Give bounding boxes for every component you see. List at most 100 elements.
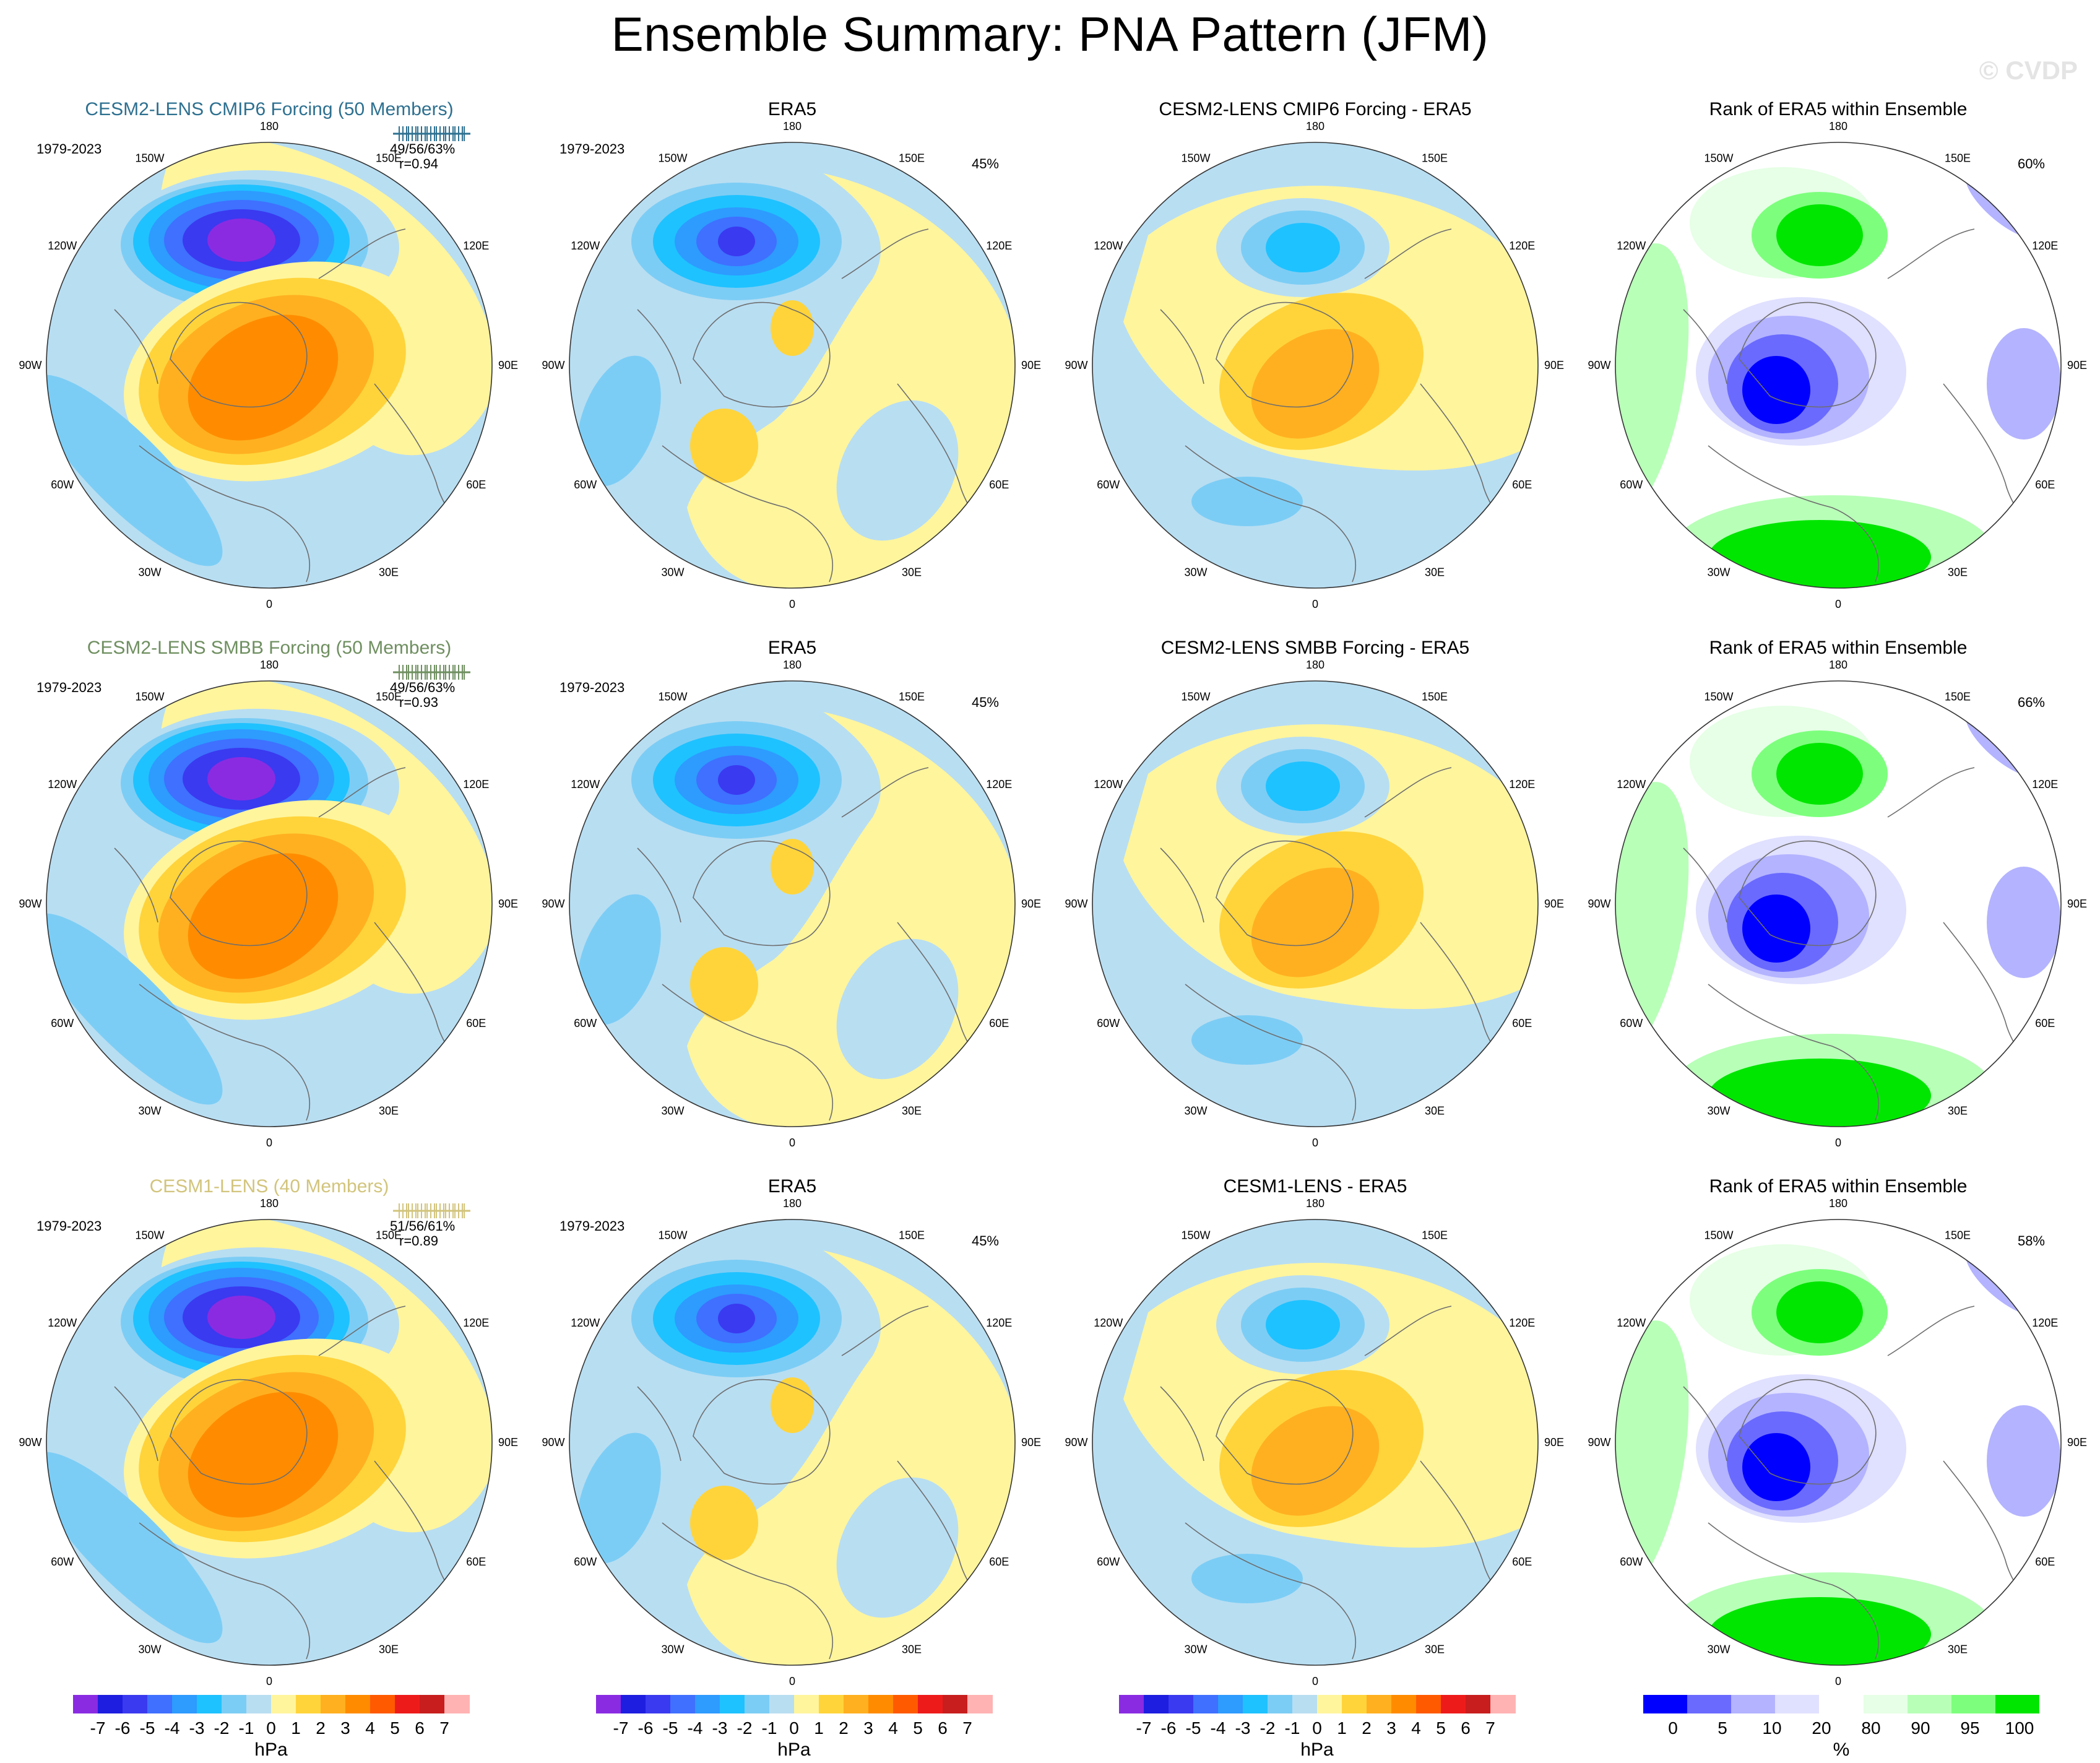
polar-map: 180 150E 120E 90E 60E 30E 0 30W 60W 90W 120W 150W (542, 659, 1041, 1149)
coastline (637, 1386, 681, 1462)
colorbar-swatch (1863, 1695, 1908, 1713)
coastline (114, 1386, 158, 1462)
lon-label: 60E (2035, 1556, 2055, 1568)
colorbar-swatch (444, 1695, 470, 1713)
lon-label: 90W (1588, 898, 1610, 910)
lon-label: 90E (498, 898, 518, 910)
lon-label: 0 (266, 1675, 272, 1687)
panel-title: Rank of ERA5 within Ensemble (1709, 99, 1968, 119)
coastline (139, 445, 310, 583)
high-mid (690, 409, 758, 483)
map-border (1615, 680, 2062, 1127)
high-4 (188, 853, 339, 979)
high-mid (690, 1486, 758, 1560)
lon-label: 90W (1588, 1436, 1610, 1449)
colorbar-swatch (1169, 1695, 1194, 1713)
lon-label: 30E (902, 1643, 922, 1655)
high-small (771, 1377, 814, 1433)
colorbar-swatch (646, 1695, 671, 1713)
lon-label: 150E (376, 691, 402, 703)
coastline (662, 445, 833, 583)
colorbar-swatch (1317, 1695, 1342, 1713)
percent-label: 66% (2017, 695, 2045, 710)
coastline (1739, 840, 1877, 946)
lon-label: 60E (466, 479, 486, 491)
percent-label: 60% (2017, 156, 2045, 171)
colorbar-tick: 3 (340, 1718, 350, 1738)
colorbar-swatch (1490, 1695, 1516, 1713)
panel-obs-row1: ERA5 1979-2023 45% 180 150E 120E 90E 60E 30E 0 30W… (542, 99, 1041, 638)
zone-east (1987, 328, 2061, 440)
lon-label: 120E (463, 240, 489, 252)
colorbar-tick: 6 (938, 1718, 948, 1738)
zone-south-2 (1708, 520, 1931, 588)
coastline (114, 847, 158, 923)
colorbar-tick: 90 (1911, 1718, 1930, 1738)
lon-label: 60W (51, 1017, 74, 1029)
high-2 (1251, 1406, 1380, 1516)
coastline (1739, 1379, 1877, 1485)
panel-title: CESM2-LENS CMIP6 Forcing - ERA5 (1159, 99, 1472, 119)
coastline (139, 984, 310, 1121)
colorbar-tick: 6 (1461, 1718, 1471, 1738)
lon-label: 180 (1306, 1197, 1324, 1210)
colorbar-tick: -4 (687, 1718, 703, 1738)
lon-label: 150E (376, 152, 402, 165)
colorbar-swatch (321, 1695, 346, 1713)
low-east (836, 400, 959, 541)
colorbar-tick: 5 (1718, 1718, 1727, 1738)
lon-label: 150E (1422, 152, 1448, 165)
lon-label: 120E (463, 1317, 489, 1329)
colorbar-swatch (271, 1695, 296, 1713)
years-label: 1979-2023 (560, 141, 625, 157)
panel-title: ERA5 (767, 1176, 817, 1197)
band-west (1615, 243, 1689, 524)
lon-label: 0 (1312, 1137, 1318, 1149)
lon-label: 0 (1312, 598, 1318, 610)
lon-label: 90E (2067, 359, 2087, 371)
colorbar-swatch (819, 1695, 844, 1713)
panel-diff-row3: CESM1-LENS - ERA5 180 150E 120E 90E 60E 30E 0 30… (1065, 1176, 1564, 1715)
lon-label: 120W (1094, 778, 1123, 791)
colorbar-swatch (1951, 1695, 1996, 1713)
lon-label: 30E (379, 1643, 399, 1655)
lon-label: 150E (376, 1229, 402, 1242)
lon-label: 30W (138, 1643, 161, 1655)
colorbar-tick: 5 (1436, 1718, 1446, 1738)
high-small (771, 839, 814, 894)
colorbar-unit: hPa (1300, 1739, 1334, 1760)
low-east (836, 938, 959, 1080)
coastline (693, 840, 831, 946)
coastline (1887, 1306, 1975, 1356)
colorbar-tick: -5 (1185, 1718, 1201, 1738)
lon-label: 180 (260, 659, 279, 671)
member-tick-strip (393, 126, 470, 141)
lon-label: 90E (1021, 898, 1041, 910)
coastline (693, 1379, 831, 1485)
lon-label: 0 (266, 1137, 272, 1149)
lon-label: 30E (902, 1104, 922, 1117)
lon-label: 60W (574, 1556, 597, 1568)
colorbar-tick: 100 (2005, 1718, 2034, 1738)
panel-model-row3: CESM1-LENS (40 Members) 1979-2023 51/56/61… (19, 1176, 518, 1715)
colorbar-tick: -2 (1260, 1718, 1276, 1738)
lon-label: 30E (902, 566, 922, 578)
polar-map: 180 150E 120E 90E 60E 30E 0 30W 60W 90W 120W 150W (19, 1197, 518, 1687)
lon-label: 60E (989, 1556, 1009, 1568)
coastline (1185, 445, 1356, 583)
stat-percent: 49/56/63% (390, 680, 456, 695)
coastline (841, 767, 929, 818)
lon-label: 90E (2067, 898, 2087, 910)
lon-label: 150E (899, 1229, 925, 1242)
coastline (1739, 301, 1877, 408)
low-east (836, 1477, 959, 1618)
lon-label: 150W (135, 1229, 164, 1242)
coastline (1216, 301, 1354, 408)
low-south (46, 1452, 223, 1644)
panel-title: CESM1-LENS - ERA5 (1223, 1176, 1407, 1197)
colorbar-tick: -7 (90, 1718, 106, 1738)
colorbar-tick: 4 (1411, 1718, 1421, 1738)
lon-label: 90W (542, 898, 564, 910)
colorbar-swatch (1995, 1695, 2040, 1713)
colorbar-swatch (1119, 1695, 1144, 1713)
